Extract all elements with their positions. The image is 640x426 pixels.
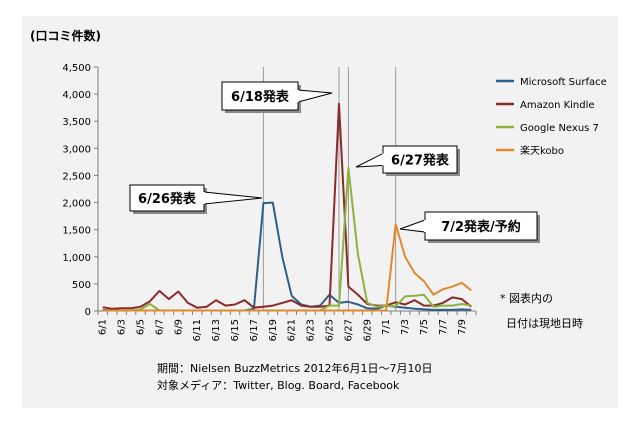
x-tick-label-10: 6/21 [287,319,298,341]
x-tick-label-3: 6/7 [154,319,165,335]
y-tick-label-5: 2,500 [62,171,91,182]
x-tick-label-7: 6/15 [230,319,241,341]
footer-line-1: 対象メディア：Twitter, Blog. Board, Facebook [157,378,400,392]
callout-box-2 [382,145,458,174]
x-tick-label-14: 6/29 [362,319,373,341]
x-tick-label-2: 6/5 [136,319,147,335]
note-line-0: * 図表内の [500,291,553,305]
callout-3: 7/2発表/予約 [399,211,540,243]
y-tick-label-7: 3,500 [62,117,91,128]
legend-label-3: 楽天kobo [520,144,564,157]
y-tick-label-1: 500 [72,280,91,291]
callout-0: 6/18発表 [221,81,333,113]
callout-box-0 [221,81,299,111]
series-line-3 [102,223,472,312]
y-tick-label-6: 3,000 [62,144,91,155]
x-tick-label-13: 6/27 [343,319,354,341]
series-line-0 [102,201,472,312]
legend-label-1: Amazon Kindle [520,100,595,111]
x-tick-label-8: 6/17 [249,319,260,341]
callout-pointer-0 [297,89,333,103]
callout-label-1: 6/26発表 [138,191,197,207]
callout-box-3 [424,211,538,241]
chart-footer: 期間：Nielsen BuzzMetrics 2012年6月1日〜7月10日対象… [157,361,433,392]
x-tick-label-11: 6/23 [306,319,317,341]
y-tick-label-9: 4,500 [62,63,91,74]
callout-1: 6/26発表 [129,184,263,214]
x-tick-label-16: 7/3 [400,319,411,335]
callout-pointer-2 [355,152,384,168]
x-tick-label-4: 6/9 [173,319,184,335]
callout-pointer-1 [203,191,263,205]
y-tick-label-4: 2,000 [62,199,91,210]
x-tick-label-6: 6/13 [211,319,222,341]
y-tick-label-2: 1,000 [62,253,91,264]
y-tick-label-0: 0 [85,307,91,318]
x-tick-label-0: 6/1 [98,319,109,335]
footer-line-0: 期間：Nielsen BuzzMetrics 2012年6月1日〜7月10日 [157,361,433,375]
y-tick-label-3: 1,500 [62,226,91,237]
chart-series [102,102,472,312]
legend-label-2: Google Nexus 7 [520,123,599,134]
callout-label-3: 7/2発表/予約 [441,219,521,235]
callout-label-2: 6/27発表 [391,153,450,169]
x-tick-label-5: 6/11 [192,319,203,341]
y-axis-title: (口コミ件数) [30,28,101,43]
x-tick-label-15: 7/1 [381,319,392,335]
x-tick-label-9: 6/19 [268,319,279,341]
x-tick-label-17: 7/5 [419,319,430,335]
chart-legend: Microsoft Surface Amazon Kindle Google Nex… [496,77,607,157]
x-tick-label-18: 7/7 [438,319,449,335]
callout-pointer-3 [399,219,426,233]
callout-2: 6/27発表 [355,145,460,176]
x-tick-label-12: 6/25 [325,319,336,341]
y-tick-label-8: 4,000 [62,90,91,101]
chart-callouts: 6/18発表 6/26発表 6/27発表 7/2発表/予約 [129,81,540,243]
callout-label-0: 6/18発表 [231,89,290,105]
series-line-1 [102,102,472,310]
x-tick-label-19: 7/9 [457,319,468,335]
legend-label-0: Microsoft Surface [520,77,607,88]
x-tick-label-1: 6/3 [117,319,128,335]
note-line-1: 日付は現地日時 [506,317,583,330]
